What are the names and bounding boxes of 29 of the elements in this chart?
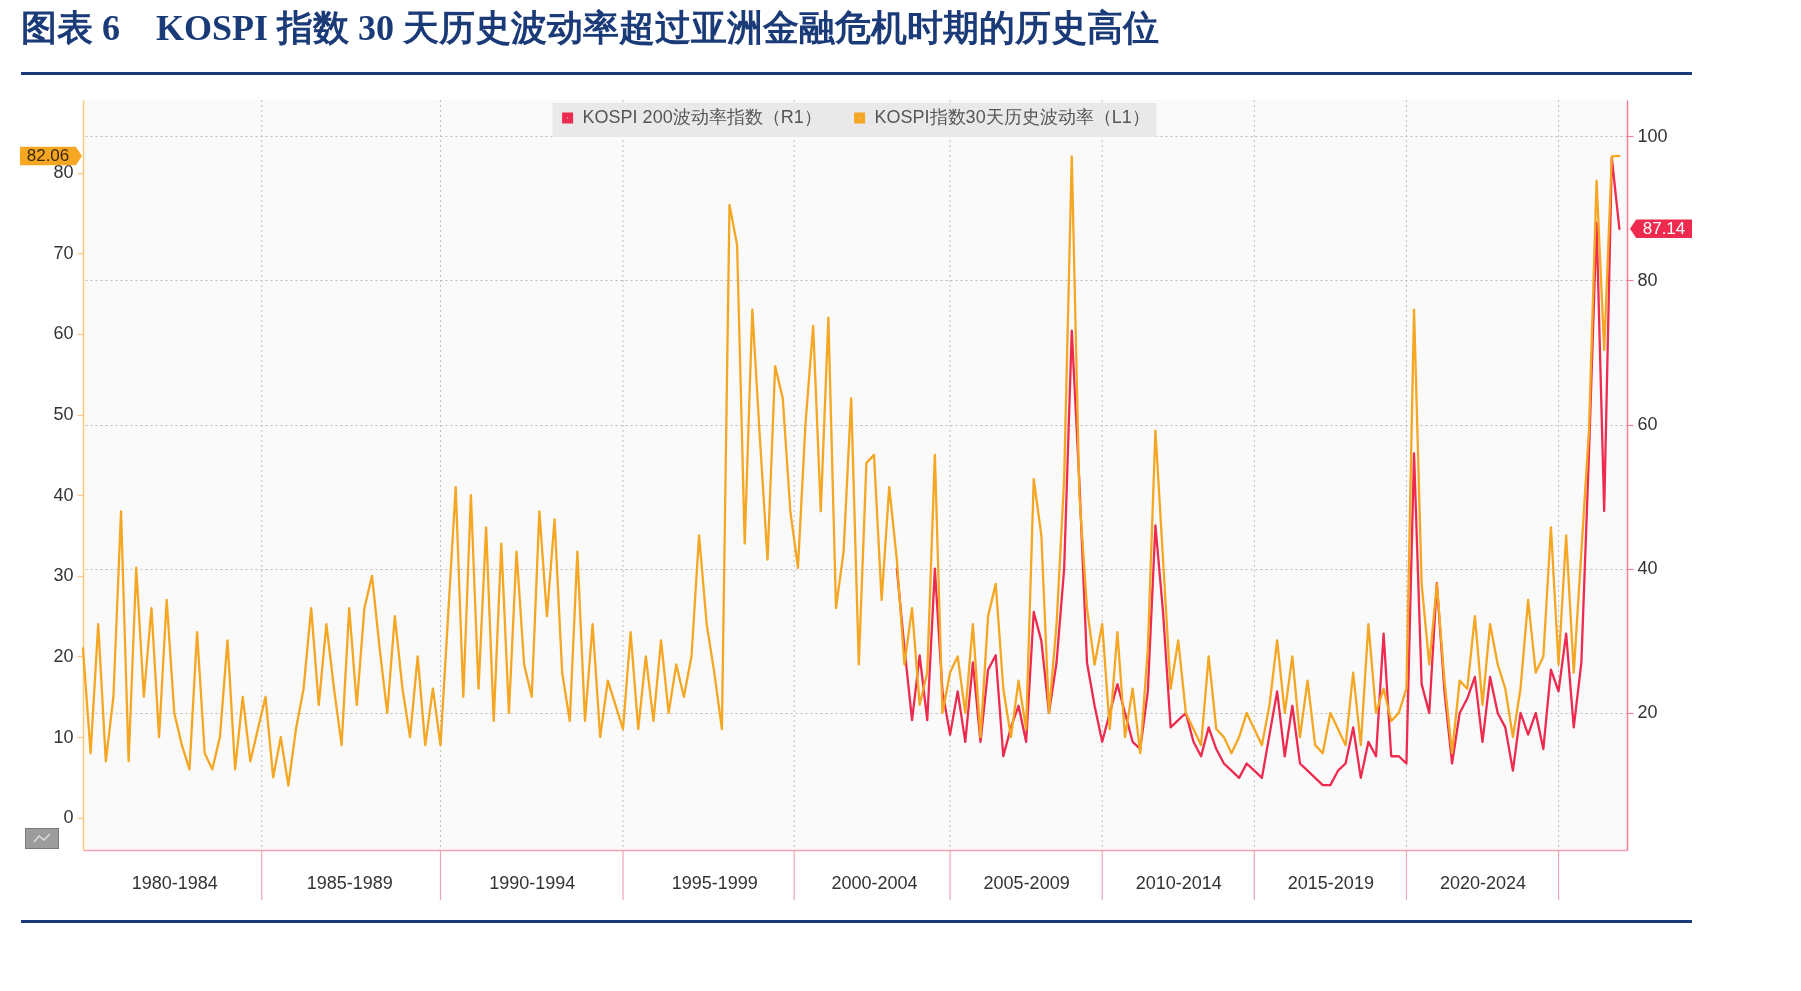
y-tick-label: 60 — [53, 323, 74, 344]
y2-tick-label: 100 — [1637, 125, 1668, 146]
y-tick-label: 80 — [53, 162, 74, 183]
x-tick-label: 2005-2009 — [983, 872, 1070, 893]
text: 87.14 — [1642, 218, 1686, 238]
y-tick-label: 30 — [53, 565, 74, 586]
x-tick-label: 2010-2014 — [1135, 872, 1222, 893]
y-tick-label: 0 — [63, 807, 74, 828]
legend-label: KOSPI 200波动率指数（R1） — [582, 107, 822, 127]
x-tick-label: 2020-2024 — [1439, 872, 1527, 893]
y2-tick-label: 20 — [1637, 702, 1658, 723]
y-tick-label: 10 — [53, 726, 74, 747]
x-tick-label: 1995-1999 — [671, 872, 758, 893]
y2-tick-label: 60 — [1637, 414, 1658, 435]
x-tick-label: 1980-1984 — [131, 872, 218, 893]
y-tick-label: 20 — [53, 645, 74, 666]
y-tick-label: 40 — [53, 484, 74, 505]
y-tick-label: 50 — [53, 404, 74, 425]
x-tick-label: 2000-2004 — [831, 872, 918, 893]
x-tick-label: 2015-2019 — [1287, 872, 1374, 893]
chart-title: 图表 6 KOSPI 指数 30 天历史波动率超过亚洲金融危机时期的历史高位 — [21, 7, 1160, 48]
y-tick-label: 70 — [53, 242, 74, 263]
line-series — [81, 154, 1621, 787]
x-tick-label: 1985-1989 — [306, 872, 393, 893]
legend-label: KOSPI指数30天历史波动率（L1） — [874, 107, 1150, 127]
x-tick-label: 1990-1994 — [489, 872, 576, 893]
text: 82.06 — [26, 145, 70, 165]
y2-tick-label: 40 — [1637, 558, 1658, 579]
y2-tick-label: 80 — [1637, 269, 1658, 290]
